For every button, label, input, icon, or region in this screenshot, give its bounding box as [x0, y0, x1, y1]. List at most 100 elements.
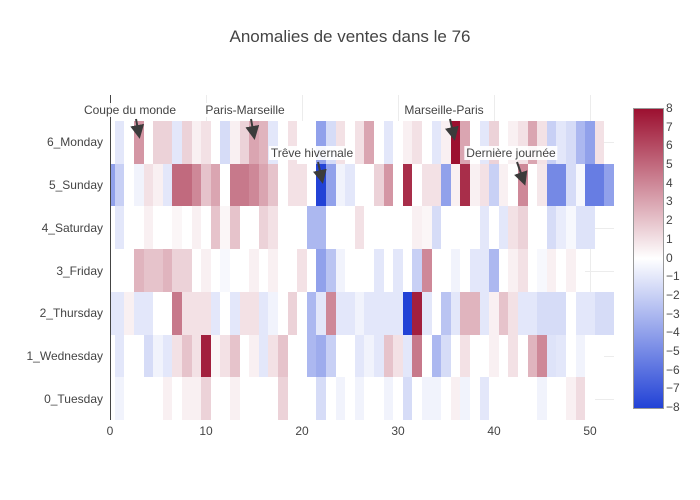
- heatmap-cell[interactable]: [268, 163, 278, 207]
- heatmap-cell[interactable]: [258, 249, 269, 292]
- heatmap-cell[interactable]: [460, 334, 470, 378]
- heatmap-cell[interactable]: [287, 249, 298, 292]
- heatmap-cell[interactable]: [210, 206, 221, 250]
- heatmap-cell[interactable]: [249, 206, 259, 250]
- heatmap-cell[interactable]: [594, 334, 605, 378]
- heatmap-cell[interactable]: [393, 377, 403, 420]
- heatmap-cell[interactable]: [470, 377, 480, 420]
- heatmap-cell[interactable]: [374, 249, 384, 292]
- heatmap-cell[interactable]: [556, 291, 566, 335]
- heatmap-cell[interactable]: [364, 249, 374, 292]
- heatmap-cell[interactable]: [110, 163, 115, 207]
- heatmap-cell[interactable]: [479, 121, 490, 164]
- heatmap-cell[interactable]: [134, 334, 144, 378]
- heatmap-cell[interactable]: [556, 121, 566, 164]
- heatmap-cell[interactable]: [249, 249, 259, 292]
- heatmap-cell[interactable]: [402, 206, 413, 250]
- heatmap-cell[interactable]: [201, 334, 211, 378]
- heatmap-cell[interactable]: [316, 206, 326, 250]
- heatmap-cell[interactable]: [162, 121, 173, 164]
- heatmap-cell[interactable]: [402, 249, 413, 292]
- heatmap-cell[interactable]: [268, 206, 278, 250]
- heatmap-cell[interactable]: [441, 163, 451, 207]
- heatmap-cell[interactable]: [230, 334, 240, 378]
- heatmap-cell[interactable]: [124, 334, 134, 378]
- heatmap-cell[interactable]: [124, 206, 134, 250]
- heatmap-cell[interactable]: [210, 377, 221, 420]
- heatmap-cell[interactable]: [278, 291, 288, 335]
- heatmap-cell[interactable]: [239, 291, 250, 335]
- heatmap-cell[interactable]: [527, 334, 538, 378]
- heatmap-cell[interactable]: [575, 377, 586, 420]
- heatmap-cell[interactable]: [374, 206, 384, 250]
- heatmap-cell[interactable]: [556, 377, 566, 420]
- heatmap-cell[interactable]: [249, 163, 259, 207]
- heatmap-cell[interactable]: [124, 377, 134, 420]
- heatmap-cell[interactable]: [383, 249, 394, 292]
- heatmap-cell[interactable]: [220, 377, 230, 420]
- heatmap-cell[interactable]: [335, 163, 346, 207]
- heatmap-cell[interactable]: [124, 121, 134, 164]
- heatmap-cell[interactable]: [450, 163, 461, 207]
- heatmap-cell[interactable]: [441, 334, 451, 378]
- heatmap-cell[interactable]: [460, 249, 470, 292]
- heatmap-cell[interactable]: [431, 121, 442, 164]
- heatmap-cell[interactable]: [287, 377, 298, 420]
- heatmap-cell[interactable]: [556, 249, 566, 292]
- heatmap-cell[interactable]: [383, 121, 394, 164]
- heatmap-cell[interactable]: [354, 291, 365, 335]
- heatmap-cell[interactable]: [201, 163, 211, 207]
- heatmap-cell[interactable]: [153, 249, 163, 292]
- heatmap-cell[interactable]: [537, 291, 547, 335]
- heatmap-cell[interactable]: [518, 291, 528, 335]
- heatmap-cell[interactable]: [431, 163, 442, 207]
- heatmap-cell[interactable]: [489, 377, 499, 420]
- heatmap-cell[interactable]: [470, 291, 480, 335]
- heatmap-cell[interactable]: [326, 249, 336, 292]
- heatmap-cell[interactable]: [575, 121, 586, 164]
- heatmap-cell[interactable]: [191, 206, 202, 250]
- heatmap-cell[interactable]: [470, 206, 480, 250]
- heatmap-cell[interactable]: [182, 291, 192, 335]
- heatmap-cell[interactable]: [498, 206, 509, 250]
- heatmap-cell[interactable]: [518, 206, 528, 250]
- heatmap-cell[interactable]: [422, 334, 432, 378]
- heatmap-cell[interactable]: [479, 249, 490, 292]
- heatmap-cell[interactable]: [422, 206, 432, 250]
- heatmap-cell[interactable]: [114, 291, 125, 335]
- heatmap-cell[interactable]: [297, 121, 307, 164]
- heatmap-cell[interactable]: [422, 249, 432, 292]
- heatmap-cell[interactable]: [585, 291, 595, 335]
- heatmap-cell[interactable]: [182, 377, 192, 420]
- heatmap-cell[interactable]: [134, 291, 144, 335]
- heatmap-cell[interactable]: [489, 121, 499, 164]
- heatmap-cell[interactable]: [489, 249, 499, 292]
- heatmap-cell[interactable]: [422, 377, 432, 420]
- heatmap-cell[interactable]: [518, 249, 528, 292]
- heatmap-cell[interactable]: [450, 249, 461, 292]
- heatmap-cell[interactable]: [393, 334, 403, 378]
- heatmap-cell[interactable]: [585, 121, 595, 164]
- heatmap-cell[interactable]: [508, 291, 518, 335]
- heatmap-cell[interactable]: [450, 334, 461, 378]
- heatmap-cell[interactable]: [201, 377, 211, 420]
- heatmap-cell[interactable]: [441, 121, 451, 164]
- heatmap-cell[interactable]: [402, 291, 413, 335]
- heatmap-cell[interactable]: [182, 334, 192, 378]
- heatmap-cell[interactable]: [306, 249, 317, 292]
- heatmap-cell[interactable]: [412, 121, 422, 164]
- heatmap-cell[interactable]: [230, 291, 240, 335]
- heatmap-cell[interactable]: [306, 291, 317, 335]
- heatmap-cell[interactable]: [278, 206, 288, 250]
- heatmap-cell[interactable]: [364, 377, 374, 420]
- heatmap-cell[interactable]: [354, 121, 365, 164]
- heatmap-cell[interactable]: [114, 121, 125, 164]
- heatmap-cell[interactable]: [278, 377, 288, 420]
- heatmap-cell[interactable]: [431, 206, 442, 250]
- heatmap-cell[interactable]: [460, 163, 470, 207]
- heatmap-cell[interactable]: [134, 377, 144, 420]
- heatmap-cell[interactable]: [527, 206, 538, 250]
- heatmap-cell[interactable]: [345, 206, 355, 250]
- heatmap-cell[interactable]: [162, 291, 173, 335]
- heatmap-cell[interactable]: [143, 249, 154, 292]
